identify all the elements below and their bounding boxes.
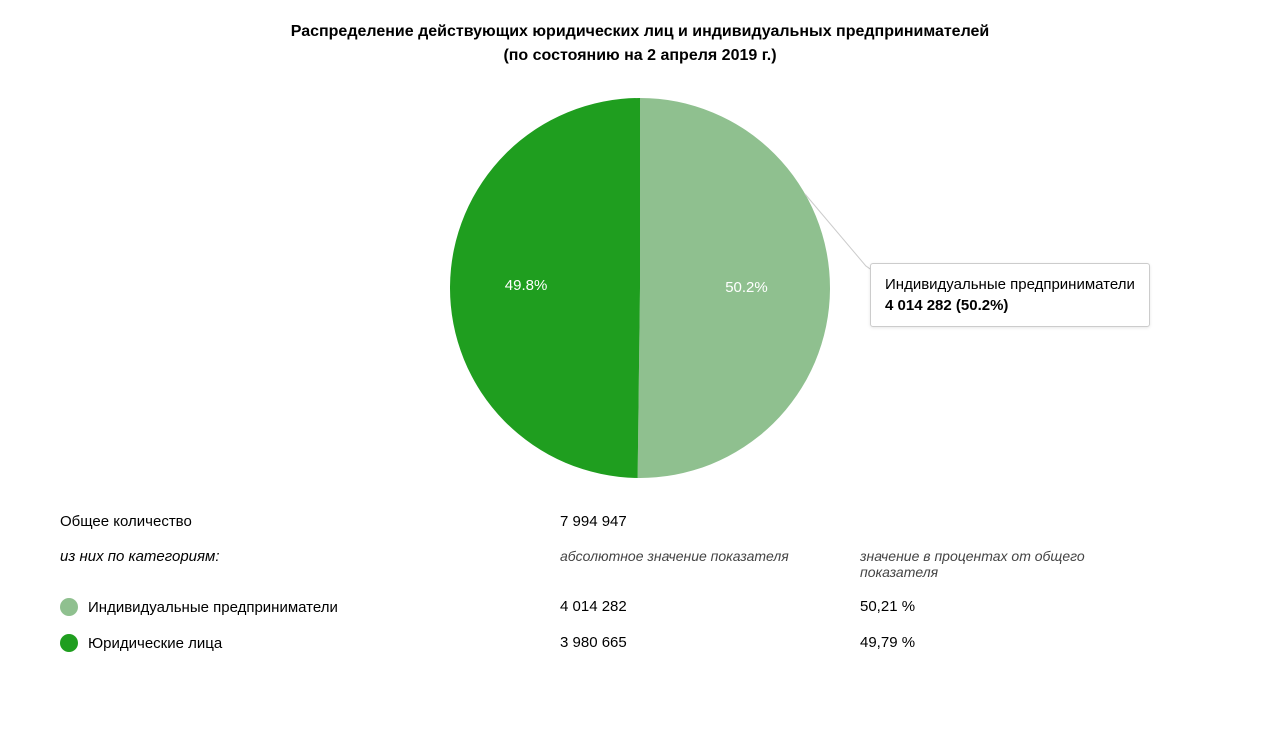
header-pct: значение в процентах от общего показател…: [860, 548, 1160, 580]
row-abs: 4 014 282: [560, 598, 860, 615]
category-label: из них по категориям:: [60, 548, 560, 565]
row-pct: 50,21 %: [860, 598, 1160, 615]
title-line-1: Распределение действующих юридических ли…: [60, 20, 1220, 44]
chart-container: Распределение действующих юридических ли…: [0, 0, 1280, 745]
header-abs: абсолютное значение показателя: [560, 548, 860, 564]
row-abs: 3 980 665: [560, 634, 860, 651]
legend-swatch: [60, 598, 78, 616]
row-label: Юридические лица: [60, 634, 560, 652]
slice-label-legal: 49.8%: [505, 277, 548, 294]
row-label-text: Юридические лица: [88, 635, 222, 652]
table-row: Юридические лица 3 980 66549,79 %: [60, 634, 1220, 652]
table-row: Индивидуальные предприниматели 4 014 2825…: [60, 598, 1220, 616]
category-header-row: из них по категориям: абсолютное значени…: [60, 548, 1220, 580]
title-line-2: (по состоянию на 2 апреля 2019 г.): [60, 44, 1220, 68]
chart-tooltip: Индивидуальные предприниматели 4 014 282…: [870, 263, 1150, 327]
slice-label-ip: 50.2%: [725, 279, 768, 296]
legend-swatch: [60, 634, 78, 652]
tooltip-title: Индивидуальные предприниматели: [885, 274, 1135, 295]
total-label: Общее количество: [60, 513, 560, 530]
tooltip-value: 4 014 282 (50.2%): [885, 295, 1135, 316]
chart-title: Распределение действующих юридических ли…: [60, 20, 1220, 68]
total-row: Общее количество 7 994 947: [60, 513, 1220, 530]
total-value: 7 994 947: [560, 513, 860, 530]
chart-area: 50.2% 49.8% Индивидуальные предпринимате…: [60, 78, 1220, 498]
row-label: Индивидуальные предприниматели: [60, 598, 560, 616]
data-table: Общее количество 7 994 947 из них по кат…: [60, 513, 1220, 652]
row-label-text: Индивидуальные предприниматели: [88, 599, 338, 616]
row-pct: 49,79 %: [860, 634, 1160, 651]
